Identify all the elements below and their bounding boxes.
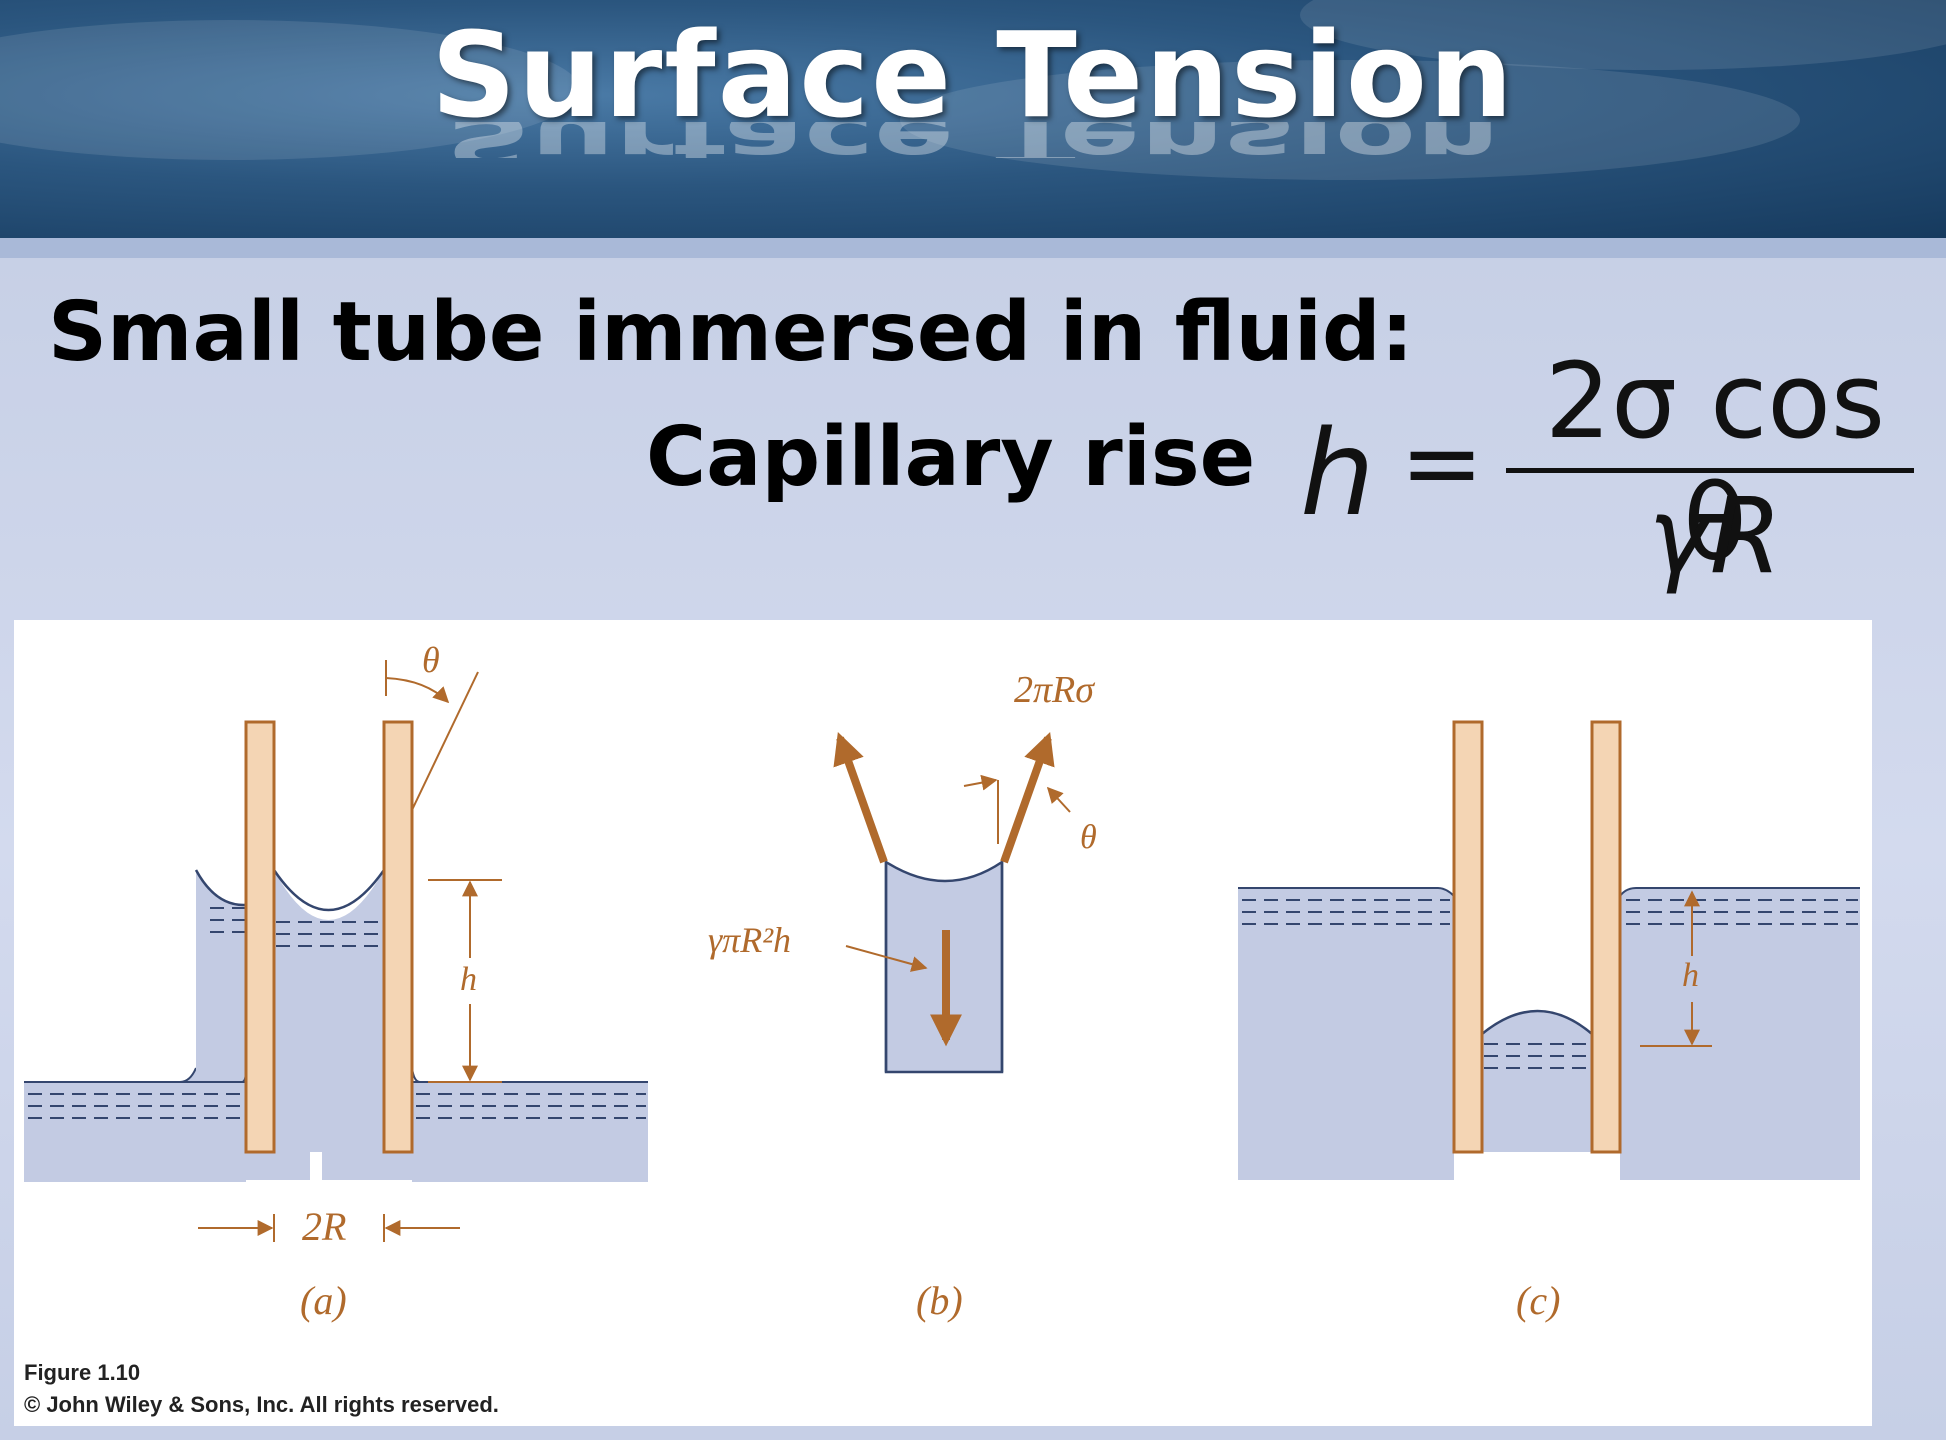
figure-1-10: θ h 2R (a) 2πRσ θ γπR² <box>14 620 1872 1426</box>
formula-denominator: γR <box>1648 475 1782 597</box>
panel-label-c: (c) <box>1516 1278 1560 1323</box>
figure-credit: © John Wiley & Sons, Inc. All rights res… <box>24 1392 499 1417</box>
surface-force-arrow-right <box>1000 731 1055 864</box>
panel-c: h (c) <box>1238 720 1860 1323</box>
panel-a: θ h 2R (a) <box>24 640 648 1323</box>
height-label-a: h <box>460 961 477 998</box>
fluid-reservoir-right-c <box>1620 888 1860 1180</box>
header-divider <box>0 238 1946 258</box>
formula-lhs: h <box>1300 404 1375 542</box>
fraction-bar <box>1506 468 1914 473</box>
panel-b: 2πRσ θ γπR²h (b) <box>708 669 1097 1323</box>
water-highlight <box>900 60 1800 180</box>
fluid-reservoir-left-c <box>1238 888 1454 1180</box>
theta-label-a: θ <box>422 640 440 680</box>
panel-label-b: (b) <box>916 1278 963 1323</box>
meniscus-convex <box>1481 1009 1593 1035</box>
formula-equals: = <box>1400 404 1484 521</box>
height-label-c: h <box>1682 957 1699 994</box>
panel-label-a: (a) <box>300 1278 347 1323</box>
fluid-hatching-c <box>1242 899 1858 925</box>
surface-force-arrow-left <box>833 731 888 864</box>
figure-caption: Figure 1.10 <box>24 1360 141 1385</box>
angle-arc-a <box>385 677 450 704</box>
capillary-diagram: θ h 2R (a) 2πRσ θ γπR² <box>24 640 1860 1323</box>
heading-line-2: Capillary rise <box>646 410 1256 505</box>
weight-label: γπR²h <box>708 920 791 960</box>
formula-numerator: 2σ cos θ <box>1544 340 1886 584</box>
capillary-rise-formula: h = 2σ cos θ γR <box>1300 340 1920 610</box>
heading-line-1: Small tube immersed in fluid: <box>48 285 1414 380</box>
fluid-inside-c <box>1482 1011 1592 1152</box>
tube-wall-right-c <box>1590 720 1622 1154</box>
width-label-2R: 2R <box>302 1204 346 1249</box>
theta-label-b: θ <box>1080 819 1097 856</box>
tube-wall-left-c <box>1452 720 1484 1154</box>
slide-title: Surface Tension <box>431 6 1515 144</box>
title-banner <box>0 0 1946 238</box>
force-top-label: 2πRσ <box>1014 669 1095 711</box>
contact-angle-tangent <box>411 671 479 811</box>
water-highlight <box>0 20 580 160</box>
